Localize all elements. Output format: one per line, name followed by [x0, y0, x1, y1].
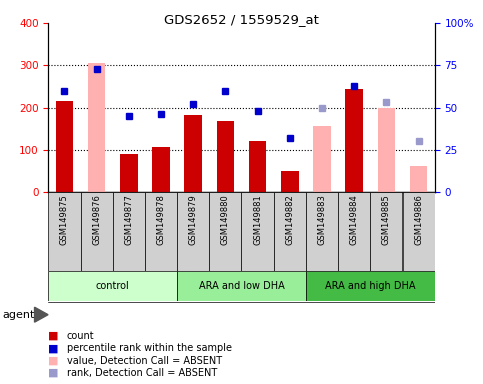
Bar: [48, 192, 81, 271]
Text: percentile rank within the sample: percentile rank within the sample: [67, 343, 232, 353]
Bar: [113, 192, 145, 271]
Bar: [370, 192, 402, 271]
Text: GSM149879: GSM149879: [189, 194, 198, 245]
Bar: [274, 192, 306, 271]
Text: GSM149877: GSM149877: [124, 194, 133, 245]
Bar: [410, 166, 427, 192]
Bar: [313, 126, 331, 192]
Bar: [120, 154, 138, 192]
Text: rank, Detection Call = ABSENT: rank, Detection Call = ABSENT: [67, 368, 217, 378]
Bar: [88, 63, 105, 192]
Text: ■: ■: [48, 343, 59, 353]
Bar: [81, 192, 113, 271]
Text: GSM149876: GSM149876: [92, 194, 101, 245]
Bar: [185, 115, 202, 192]
Bar: [306, 192, 338, 271]
Text: value, Detection Call = ABSENT: value, Detection Call = ABSENT: [67, 356, 222, 366]
Text: GDS2652 / 1559529_at: GDS2652 / 1559529_at: [164, 13, 319, 26]
Text: ARA and low DHA: ARA and low DHA: [199, 281, 284, 291]
Text: control: control: [96, 281, 129, 291]
Bar: [177, 271, 306, 301]
Bar: [209, 192, 242, 271]
Polygon shape: [35, 307, 48, 322]
Text: GSM149884: GSM149884: [350, 194, 359, 245]
Bar: [145, 192, 177, 271]
Text: GSM149885: GSM149885: [382, 194, 391, 245]
Text: ARA and high DHA: ARA and high DHA: [325, 281, 415, 291]
Bar: [56, 101, 73, 192]
Text: ■: ■: [48, 356, 59, 366]
Text: GSM149886: GSM149886: [414, 194, 423, 245]
Text: GSM149881: GSM149881: [253, 194, 262, 245]
Text: GSM149878: GSM149878: [156, 194, 166, 245]
Bar: [48, 271, 177, 301]
Bar: [378, 108, 395, 192]
Bar: [216, 121, 234, 192]
Bar: [152, 147, 170, 192]
Bar: [338, 192, 370, 271]
Bar: [177, 192, 209, 271]
Bar: [281, 171, 298, 192]
Text: agent: agent: [2, 310, 35, 320]
Text: GSM149882: GSM149882: [285, 194, 294, 245]
Bar: [402, 192, 435, 271]
Text: GSM149875: GSM149875: [60, 194, 69, 245]
Text: count: count: [67, 331, 94, 341]
Text: GSM149880: GSM149880: [221, 194, 230, 245]
Bar: [249, 141, 267, 192]
Text: ■: ■: [48, 331, 59, 341]
Bar: [306, 271, 435, 301]
Bar: [345, 89, 363, 192]
Bar: [242, 192, 274, 271]
Text: ■: ■: [48, 368, 59, 378]
Text: GSM149883: GSM149883: [317, 194, 327, 245]
